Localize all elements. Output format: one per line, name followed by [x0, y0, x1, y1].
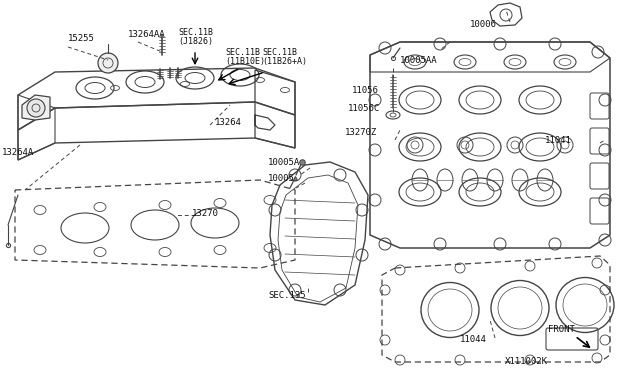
- Text: 10005A: 10005A: [268, 157, 300, 167]
- Text: 13270: 13270: [192, 208, 219, 218]
- Text: (11B26+A): (11B26+A): [262, 57, 307, 65]
- Text: 10005AA: 10005AA: [400, 55, 438, 64]
- Polygon shape: [22, 95, 50, 120]
- Text: 11056C: 11056C: [348, 103, 380, 112]
- Text: 13264AA: 13264AA: [128, 29, 166, 38]
- Text: SEC.135: SEC.135: [268, 291, 306, 299]
- Text: 10005: 10005: [268, 173, 295, 183]
- Circle shape: [27, 99, 45, 117]
- Text: SEC.11B: SEC.11B: [225, 48, 260, 57]
- Text: 10006: 10006: [470, 19, 497, 29]
- Text: 13264A: 13264A: [2, 148, 35, 157]
- Text: 11041: 11041: [545, 135, 572, 144]
- Text: SEC.11B: SEC.11B: [178, 28, 213, 36]
- Text: 13270Z: 13270Z: [345, 128, 377, 137]
- Text: (11B10E): (11B10E): [225, 57, 265, 65]
- Text: 11044: 11044: [460, 336, 487, 344]
- Text: 15255: 15255: [68, 33, 95, 42]
- Text: SEC.11B: SEC.11B: [262, 48, 297, 57]
- Text: X111002K: X111002K: [505, 357, 548, 366]
- Text: FRONT: FRONT: [548, 326, 575, 334]
- Circle shape: [98, 53, 118, 73]
- Text: (J1826): (J1826): [178, 36, 213, 45]
- Text: 13264: 13264: [215, 118, 242, 126]
- Text: 11056: 11056: [352, 86, 379, 94]
